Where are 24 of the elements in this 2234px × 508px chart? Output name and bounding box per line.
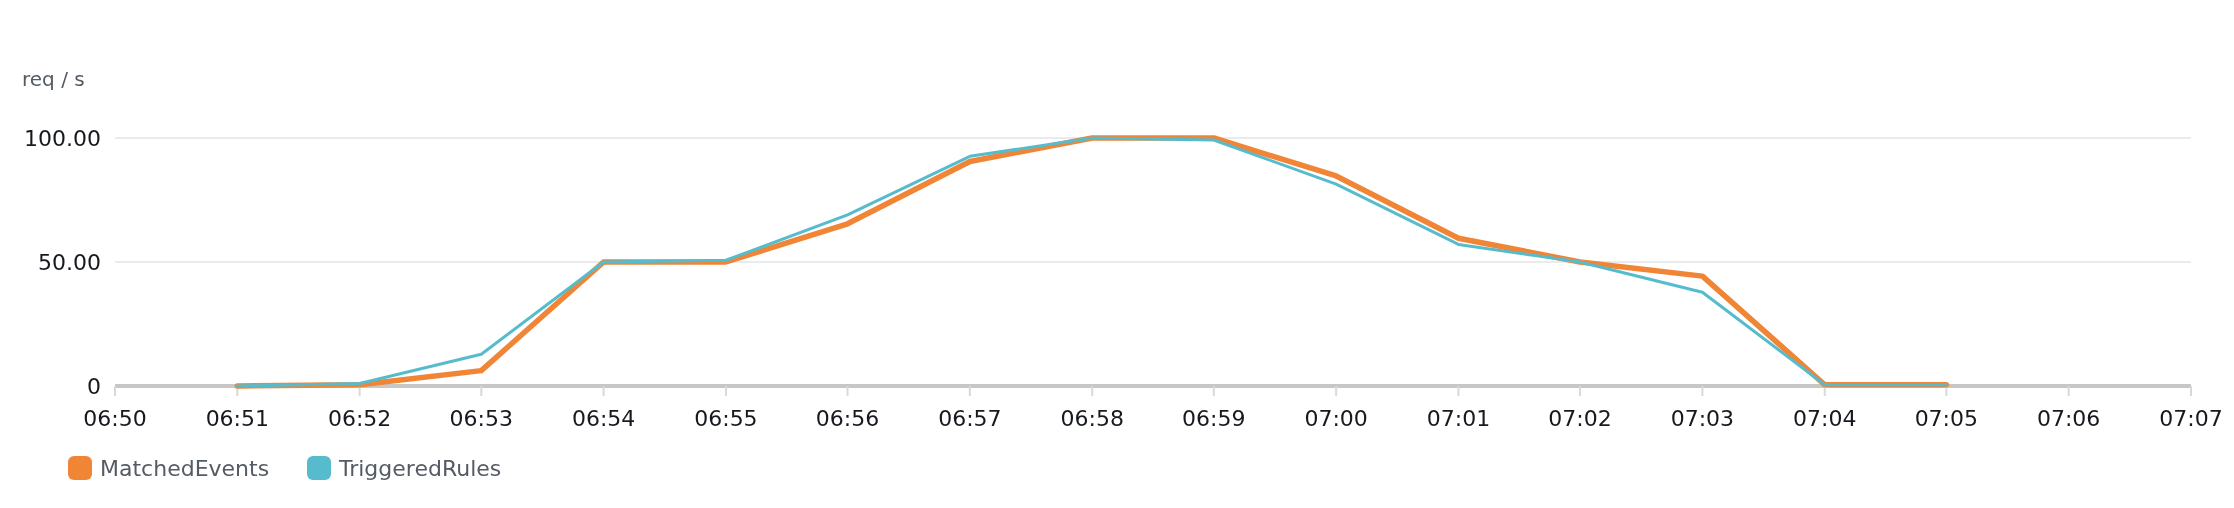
y-axis-title: req / s (22, 67, 85, 91)
x-tick-label: 07:05 (1914, 406, 1979, 431)
x-tick-label: 06:59 (1182, 406, 1246, 431)
legend-label: MatchedEvents (100, 455, 270, 481)
x-tick-label: 06:56 (815, 406, 880, 431)
x-tick-label: 07:06 (2036, 406, 2101, 431)
x-tick-label: 07:07 (2159, 406, 2223, 431)
x-tick-label: 06:52 (327, 406, 392, 431)
y-tick-label: 100.00 (24, 125, 101, 151)
x-tick-label: 06:54 (571, 406, 636, 431)
legend-label: TriggeredRules (338, 455, 502, 481)
x-tick-label: 06:51 (205, 406, 270, 431)
x-tick-label: 07:03 (1670, 406, 1735, 431)
x-tick-label: 06:57 (938, 406, 1002, 431)
x-tick-label: 07:02 (1548, 406, 1612, 431)
y-tick-label: 0 (87, 373, 101, 399)
y-tick-label: 50.00 (38, 249, 101, 275)
x-tick-label: 06:50 (83, 406, 147, 431)
x-tick-label: 06:55 (694, 406, 758, 431)
x-tick-label: 06:53 (449, 406, 513, 431)
x-tick-label: 06:58 (1060, 406, 1124, 431)
x-tick-label: 07:01 (1426, 406, 1491, 431)
x-tick-label: 07:04 (1793, 406, 1857, 431)
x-tick-label: 07:00 (1304, 406, 1368, 431)
